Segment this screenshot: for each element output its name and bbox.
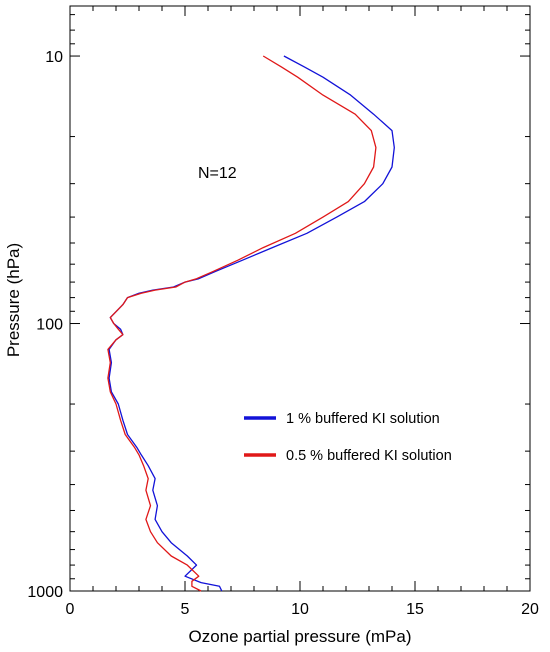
series-line-2 — [107, 55, 377, 592]
series-layer — [107, 55, 395, 592]
legend-label-series1: 1 % buffered KI solution — [286, 411, 440, 427]
x-tick-label-1: 5 — [181, 601, 190, 618]
x-tick-label-4: 20 — [521, 601, 539, 618]
legend-label-series2: 0.5 % buffered KI solution — [286, 448, 452, 464]
plot-frame — [69, 5, 531, 592]
y-tick-label-1: 100 — [36, 317, 63, 334]
ticks-layer: 0 5 10 15 20 10 100 1000 — [27, 6, 539, 618]
series-line-1 — [108, 55, 395, 592]
y-tick-label-0: 10 — [45, 49, 63, 66]
legend: 1 % buffered KI solution 0.5 % buffered … — [244, 411, 452, 464]
x-tick-label-0: 0 — [66, 601, 75, 618]
x-tick-label-3: 15 — [406, 601, 424, 618]
x-axis-title: Ozone partial pressure (mPa) — [189, 627, 412, 646]
sample-count-annotation: N=12 — [198, 165, 237, 182]
y-tick-label-2: 1000 — [27, 584, 63, 601]
y-axis-title: Pressure (hPa) — [4, 243, 23, 357]
x-tick-label-2: 10 — [291, 601, 309, 618]
